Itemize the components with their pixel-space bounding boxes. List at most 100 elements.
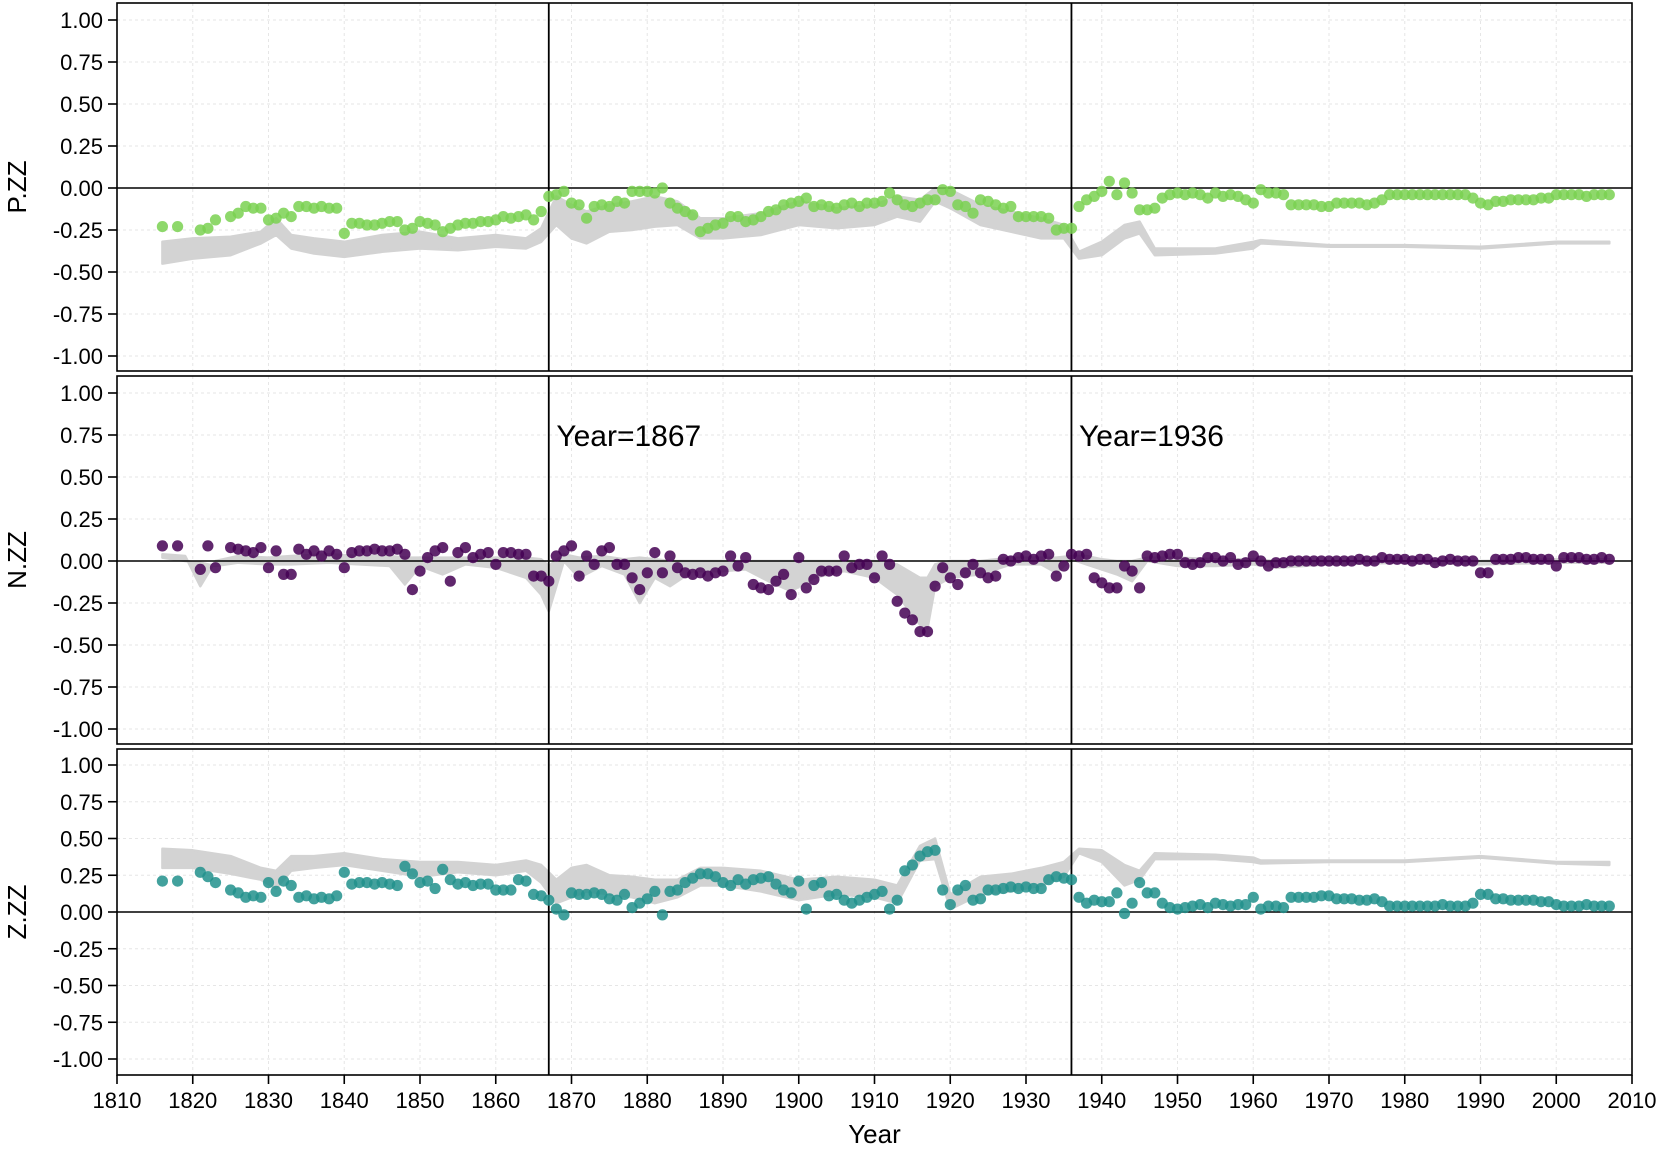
data-point	[664, 550, 676, 562]
data-point	[1111, 887, 1123, 899]
data-point	[618, 197, 631, 209]
x-tick-label: 1880	[623, 1088, 672, 1113]
data-point	[770, 878, 782, 890]
data-point	[1247, 197, 1259, 209]
x-tick-label: 1970	[1305, 1088, 1354, 1113]
data-point	[1247, 891, 1259, 903]
y-tick-label: -0.75	[53, 675, 103, 700]
data-point	[793, 552, 805, 564]
x-tick-label: 1810	[93, 1088, 142, 1113]
x-axis-title: Year	[848, 1119, 901, 1149]
data-point	[255, 891, 267, 903]
data-point	[618, 558, 631, 571]
data-point	[202, 540, 214, 552]
data-point	[581, 550, 593, 562]
data-point	[800, 582, 812, 594]
data-point	[838, 550, 850, 562]
data-point	[717, 565, 729, 577]
data-point	[1065, 874, 1078, 886]
data-point	[1467, 897, 1479, 909]
data-point	[550, 903, 562, 915]
data-point	[944, 899, 956, 911]
data-point	[232, 207, 244, 219]
data-point	[626, 572, 638, 584]
data-point	[1103, 175, 1115, 187]
data-point	[156, 875, 168, 887]
data-point	[255, 202, 267, 214]
data-point	[967, 207, 979, 219]
data-point	[1081, 548, 1093, 560]
y-tick-label: 1.00	[60, 753, 103, 778]
y-tick-label: 1.00	[60, 381, 103, 406]
data-point	[262, 562, 275, 574]
data-point	[634, 584, 646, 596]
data-point	[209, 214, 222, 226]
y-tick-label: -0.50	[53, 633, 103, 658]
y-axis-title: Z.ZZ	[2, 884, 32, 939]
data-point	[967, 558, 979, 571]
data-point	[573, 570, 585, 582]
points-group	[156, 540, 1615, 638]
data-point	[1043, 548, 1055, 560]
data-point	[505, 884, 517, 896]
x-tick-label: 1900	[774, 1088, 823, 1113]
data-point	[641, 567, 653, 579]
data-point	[172, 221, 184, 233]
data-point	[785, 887, 797, 899]
x-tick-label: 1850	[396, 1088, 445, 1113]
data-point	[1005, 200, 1017, 213]
data-point	[262, 877, 275, 889]
data-point	[202, 222, 214, 234]
data-point	[482, 547, 494, 559]
data-point	[1035, 882, 1047, 895]
data-point	[762, 584, 775, 596]
y-tick-label: -1.00	[53, 344, 103, 369]
data-point	[906, 859, 919, 871]
data-point	[565, 540, 578, 552]
data-point	[399, 860, 411, 873]
data-point	[459, 542, 471, 554]
x-tick-label: 1980	[1380, 1088, 1429, 1113]
data-point	[656, 909, 669, 921]
data-point	[391, 216, 403, 228]
data-point	[649, 547, 661, 559]
y-tick-label: 0.75	[60, 50, 103, 75]
data-point	[937, 562, 949, 574]
data-point	[952, 578, 964, 591]
data-point	[1126, 187, 1138, 199]
data-point	[785, 589, 797, 601]
data-point	[944, 572, 956, 584]
data-point	[1126, 897, 1138, 909]
data-point	[588, 558, 600, 571]
data-point	[1103, 896, 1115, 908]
annotation-label: Year=1936	[1079, 420, 1224, 453]
data-point	[876, 550, 888, 562]
data-point	[399, 548, 411, 560]
x-tick-label: 1830	[244, 1088, 293, 1113]
data-point	[490, 558, 502, 571]
y-tick-label: -0.25	[53, 218, 103, 243]
data-point	[929, 844, 941, 856]
data-point	[1277, 189, 1290, 201]
data-point	[285, 879, 297, 892]
data-point	[649, 885, 661, 898]
data-point	[959, 879, 972, 892]
y-tick-label: -0.25	[53, 937, 103, 962]
data-point	[793, 875, 805, 887]
panel-frame	[116, 2, 1633, 372]
data-point	[618, 888, 631, 901]
data-point	[1467, 555, 1479, 567]
data-point	[1111, 582, 1123, 594]
data-point	[172, 540, 184, 552]
y-tick-label: -0.50	[53, 260, 103, 285]
data-point	[1134, 877, 1146, 889]
data-point	[808, 573, 820, 586]
y-tick-label: -0.75	[53, 302, 103, 327]
data-point	[172, 875, 184, 887]
data-point	[270, 545, 282, 557]
x-tick-label: 1870	[547, 1088, 596, 1113]
x-tick-label: 1930	[1002, 1088, 1051, 1113]
data-point	[1240, 899, 1252, 911]
data-point	[1550, 560, 1562, 572]
x-tick-label: 1820	[168, 1088, 217, 1113]
